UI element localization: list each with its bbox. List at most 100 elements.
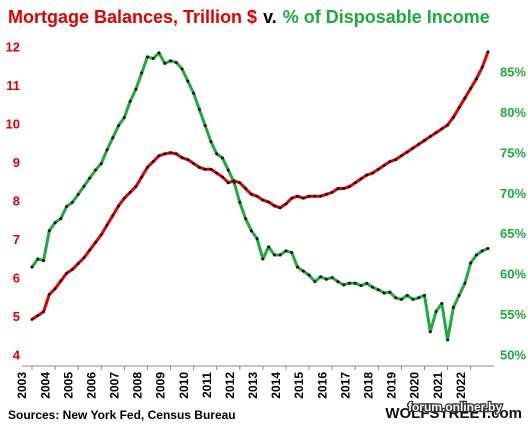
data-point — [111, 213, 115, 217]
data-point — [405, 150, 409, 154]
data-point — [186, 79, 190, 83]
overlay-watermark: forum.onliner.by — [408, 400, 502, 414]
data-point — [451, 305, 455, 309]
data-point — [342, 283, 346, 287]
data-point — [365, 281, 369, 285]
x-tick-label: 2011 — [200, 372, 214, 398]
data-point — [99, 233, 103, 237]
data-point — [59, 279, 63, 283]
data-point — [411, 146, 415, 150]
data-point — [151, 57, 155, 61]
data-point — [238, 181, 242, 185]
data-point — [192, 91, 196, 95]
data-point — [319, 275, 323, 279]
data-point — [388, 290, 392, 294]
data-point — [140, 175, 144, 179]
x-tick-label: 2018 — [362, 372, 376, 399]
data-point — [272, 204, 276, 208]
data-point — [59, 217, 63, 221]
data-point — [174, 61, 178, 65]
data-point — [88, 248, 92, 252]
y2-tick-label: 65% — [500, 226, 526, 241]
title-series-1: Mortgage Balances, Trillion $ — [8, 7, 257, 27]
x-tick-label: 2015 — [292, 372, 306, 399]
data-point — [347, 185, 351, 189]
x-tick-label: 2006 — [84, 372, 98, 399]
data-point — [70, 200, 74, 204]
data-point — [296, 194, 300, 198]
x-tick-label: 2010 — [177, 372, 191, 399]
data-point — [88, 176, 92, 180]
data-point — [399, 297, 403, 301]
data-point — [93, 240, 97, 244]
data-point — [128, 190, 132, 194]
data-point — [244, 187, 248, 191]
data-point — [388, 160, 392, 164]
data-point — [376, 167, 380, 171]
data-point — [307, 273, 311, 277]
data-point — [371, 285, 375, 289]
data-point — [371, 171, 375, 175]
data-point — [290, 196, 294, 200]
data-point — [463, 281, 467, 285]
data-point — [47, 229, 51, 233]
data-point — [446, 338, 450, 342]
data-point — [480, 65, 484, 69]
data-point — [197, 165, 201, 169]
data-point — [76, 192, 80, 196]
data-point — [324, 277, 328, 281]
title-series-2: % of Disposable Income — [283, 7, 490, 27]
x-tick-label: 2007 — [108, 372, 122, 399]
data-point — [42, 310, 46, 314]
data-point — [180, 156, 184, 160]
data-point — [278, 206, 282, 210]
data-point — [440, 301, 444, 305]
data-point — [428, 135, 432, 139]
data-point — [47, 292, 51, 296]
data-point — [145, 55, 149, 59]
data-point — [399, 154, 403, 158]
y-tick-label: 11 — [6, 78, 20, 93]
data-point — [365, 173, 369, 177]
data-point — [272, 253, 276, 257]
y2-tick-label: 70% — [500, 186, 526, 201]
data-point — [330, 276, 334, 280]
data-point — [353, 181, 357, 185]
watermark: WOLFSTREET.com — [385, 405, 522, 422]
data-point — [394, 296, 398, 300]
data-point — [157, 51, 161, 55]
data-point — [128, 99, 132, 103]
data-point — [359, 284, 363, 288]
data-point — [105, 223, 109, 227]
data-point — [53, 287, 57, 291]
data-point — [169, 151, 173, 155]
data-point — [186, 158, 190, 162]
data-point — [307, 194, 311, 198]
data-point — [215, 171, 219, 175]
x-tick-label: 2005 — [61, 372, 75, 399]
data-point — [140, 71, 144, 75]
x-tick-label: 2020 — [408, 372, 422, 399]
data-point — [169, 59, 173, 63]
data-point — [65, 271, 69, 275]
data-point — [157, 154, 161, 158]
x-tick-label: 2012 — [223, 372, 237, 399]
data-point — [117, 124, 121, 128]
data-point — [192, 162, 196, 165]
y2-tick-label: 50% — [500, 347, 526, 362]
y-tick-label: 8 — [13, 193, 20, 208]
data-point — [65, 204, 69, 208]
x-tick-label: 2004 — [38, 372, 52, 399]
data-point — [342, 187, 346, 191]
data-point — [313, 280, 317, 284]
y2-tick-label: 55% — [500, 307, 526, 322]
data-point — [180, 67, 184, 71]
data-point — [249, 229, 253, 233]
x-tick-label: 2016 — [315, 372, 329, 399]
data-point — [382, 291, 386, 295]
y2-tick-label: 85% — [500, 64, 526, 79]
x-tick-label: 2019 — [385, 372, 399, 399]
data-point — [457, 106, 461, 110]
